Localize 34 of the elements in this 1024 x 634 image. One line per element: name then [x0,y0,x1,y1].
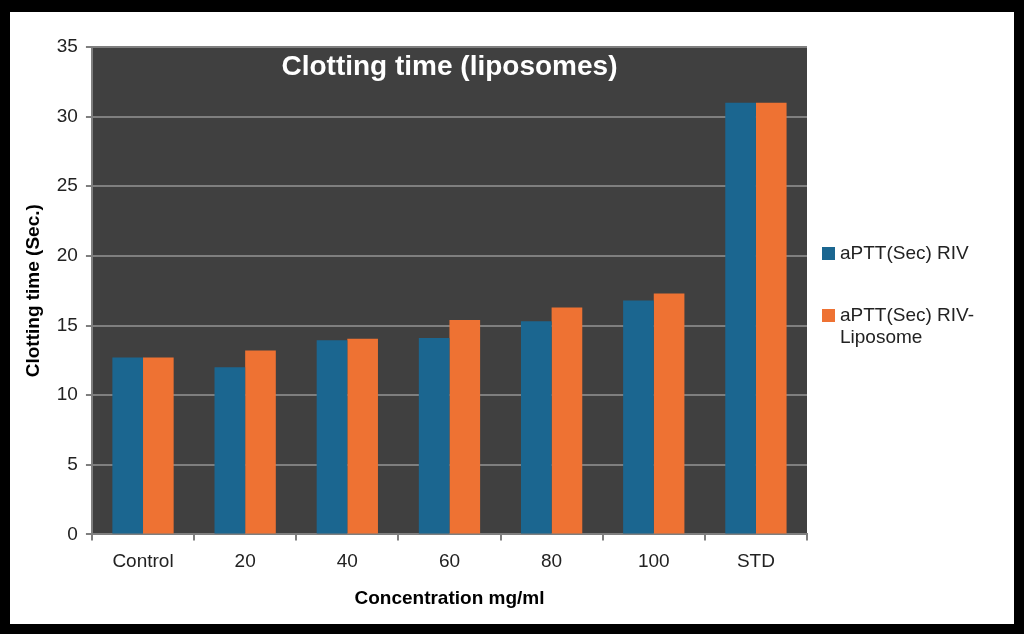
y-tick-label: 5 [67,453,78,475]
bar [316,340,348,534]
legend-label: aPTT(Sec) RIV [840,242,969,264]
y-tick-label: 20 [56,244,78,266]
legend-label: aPTT(Sec) RIV-Liposome [840,304,976,348]
bar [347,338,378,534]
x-tick-label: 100 [637,550,670,572]
chart-title: Clotting time (liposomes) [281,49,618,81]
bar [725,102,756,534]
x-tick-label: 80 [541,550,563,572]
x-tick-label: STD [736,550,775,572]
x-tick-label: Control [112,550,174,572]
bar [653,293,685,534]
bar [755,102,787,534]
x-tick-label: 60 [438,550,461,572]
x-tick-label: 20 [234,550,256,572]
bar [449,319,481,534]
bar [520,321,552,534]
bar [214,367,246,534]
bar [418,338,450,534]
y-tick-label: 25 [56,174,78,196]
bar [245,350,276,534]
x-tick-label: 40 [336,550,358,572]
y-tick-label: 0 [67,522,78,544]
y-tick-label: 30 [56,104,78,126]
y-tick-label: 10 [56,383,78,405]
y-tick-label: 35 [56,35,78,57]
y-axis-title: Clotting time (Sec.) [21,204,43,378]
y-tick-label: 15 [56,313,78,335]
bar [112,357,144,534]
bar [143,357,174,534]
bar [623,300,654,534]
bar [551,307,583,534]
x-axis-title: Concentration mg/ml [354,586,545,608]
